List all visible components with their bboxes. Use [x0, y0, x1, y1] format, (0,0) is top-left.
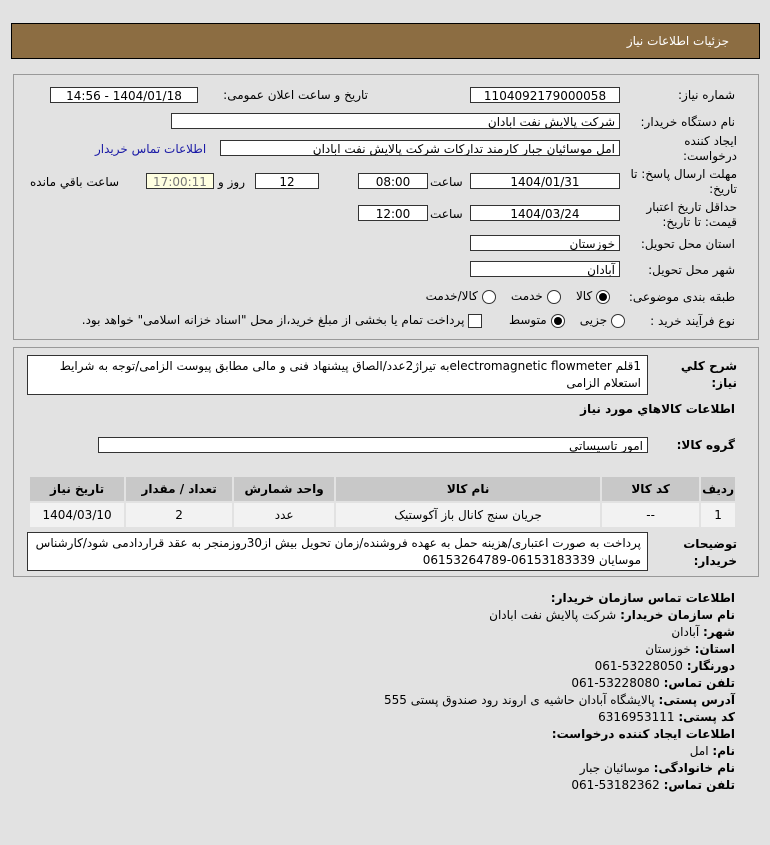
contact-row-city: شهر: آبادان	[671, 625, 735, 639]
contact-row-org: نام سازمان خریدار: شرکت پالایش نفت ابادا…	[489, 608, 735, 622]
days-label: روز و	[218, 175, 245, 189]
buyer-notes-field: پرداخت به صورت اعتباری/هزینه حمل به عهده…	[27, 532, 648, 571]
deadline-time-label: ساعت	[430, 175, 463, 189]
creator-info-title: اطلاعات ایجاد کننده درخواست:	[551, 727, 735, 741]
remaining-time-field: 17:00:11	[146, 173, 214, 189]
process-option-minor[interactable]: جزیی	[580, 313, 625, 328]
validity-label: حداقل تاریخ اعتبار قیمت: تا تاریخ:	[646, 200, 737, 229]
province-field[interactable]: خوزستان	[470, 235, 620, 251]
col-qty: تعداد / مقدار	[126, 477, 233, 501]
cell-date: 1404/03/10	[30, 503, 125, 527]
radio-checked-icon[interactable]	[550, 313, 565, 328]
goods-group-field: امور تاسیساتی	[98, 437, 648, 453]
cell-row: 1	[701, 503, 735, 527]
creator-row-name: نام: امل	[689, 744, 735, 758]
description-label: شرح کلي نياز:	[680, 359, 737, 390]
page-title: جزئیات اطلاعات نیاز	[626, 34, 729, 48]
radio-icon[interactable]	[611, 313, 625, 328]
province-label: استان محل تحویل:	[640, 237, 735, 251]
creator-row-family: نام خانوادگی: موسائیان جبار	[579, 761, 735, 775]
creator-row-phone: تلفن تماس: 53182362-061	[571, 778, 735, 792]
cell-qty: 2	[126, 503, 233, 527]
contact-title: اطلاعات تماس سازمان خریدار:	[550, 591, 735, 605]
goods-table: ردیف کد کالا نام کالا واحد شمارش تعداد /…	[28, 475, 737, 529]
buyer-contact-link[interactable]: اطلاعات تماس خریدار	[95, 142, 207, 156]
goods-group-label: گروه کالا:	[676, 438, 735, 452]
contact-row-phone: تلفن تماس: 53228080-061	[571, 676, 735, 690]
need-number-label: شماره نیاز:	[678, 88, 735, 102]
buyer-field[interactable]: شرکت پالایش نفت ابادان	[171, 113, 620, 129]
deadline-time-field[interactable]: 08:00	[358, 173, 428, 189]
col-name: نام کالا	[336, 477, 601, 501]
need-number-field[interactable]: 1104092179000058	[470, 87, 620, 103]
cell-code: --	[602, 503, 700, 527]
treasury-checkbox[interactable]: پرداخت تمام یا بخشی از مبلغ خرید،از محل …	[82, 313, 483, 328]
page-header: جزئیات اطلاعات نیاز	[11, 23, 760, 59]
creator-label: ایجاد کننده درخواست:	[683, 134, 737, 163]
radio-icon[interactable]	[481, 289, 496, 304]
category-option-goods[interactable]: کالا	[576, 289, 610, 304]
col-code: کد کالا	[602, 477, 700, 501]
process-label: نوع فرآیند خرید :	[650, 314, 735, 328]
description-field: 1قلم electromagnetic flowmeterبه تیراژ2ع…	[27, 355, 648, 395]
category-option-service[interactable]: خدمت	[511, 289, 561, 304]
contact-row-province: استان: خوزستان	[645, 642, 735, 656]
category-radio-group: کالا خدمت کالا/خدمت	[426, 289, 610, 304]
radio-checked-icon[interactable]	[596, 289, 610, 304]
col-row: ردیف	[701, 477, 735, 501]
col-date: تاریخ نیاز	[30, 477, 125, 501]
city-label: شهر محل تحویل:	[648, 263, 735, 277]
category-option-both[interactable]: کالا/خدمت	[426, 289, 496, 304]
goods-section-title: اطلاعات کالاهاي مورد نياز	[580, 402, 735, 416]
cell-unit: عدد	[234, 503, 335, 527]
category-label: طبقه بندی موضوعی:	[628, 290, 735, 304]
table-header-row: ردیف کد کالا نام کالا واحد شمارش تعداد /…	[30, 477, 735, 501]
validity-time-label: ساعت	[430, 207, 463, 221]
col-unit: واحد شمارش	[234, 477, 335, 501]
radio-icon[interactable]	[546, 289, 561, 304]
buyer-label: نام دستگاه خریدار:	[640, 115, 736, 129]
announce-label: تاریخ و ساعت اعلان عمومی:	[223, 88, 368, 102]
validity-time-field[interactable]: 12:00	[358, 205, 428, 221]
process-radio-group: جزیی متوسط پرداخت تمام یا بخشی از مبلغ خ…	[82, 313, 625, 328]
contact-row-address: آدرس پستی: پالایشگاه آبادان حاشیه ی ارون…	[384, 693, 735, 707]
cell-name: جریان سنج کانال باز آکوستیک	[336, 503, 601, 527]
buyer-notes-label: توضیحات خریدار:	[683, 537, 737, 568]
process-option-medium[interactable]: متوسط	[509, 313, 565, 328]
table-row: 1 -- جریان سنج کانال باز آکوستیک عدد 2 1…	[30, 503, 735, 527]
checkbox-icon[interactable]	[468, 313, 483, 328]
deadline-label: مهلت ارسال پاسخ: تا تاریخ:	[630, 167, 737, 196]
days-field: 12	[255, 173, 319, 189]
remaining-label: ساعت باقي مانده	[30, 175, 120, 189]
contact-row-fax: دورنگار: 53228050-061	[594, 659, 735, 673]
contact-row-postal: کد پستی: 6316953111	[598, 710, 735, 724]
validity-date-field[interactable]: 1404/03/24	[470, 205, 620, 221]
creator-field[interactable]: امل موسائیان جبار کارمند تدارکات شرکت پا…	[220, 140, 620, 156]
deadline-date-field[interactable]: 1404/01/31	[470, 173, 620, 189]
contact-section: اطلاعات تماس سازمان خریدار: نام سازمان خ…	[384, 590, 735, 794]
city-field[interactable]: آبادان	[470, 261, 620, 277]
announce-field[interactable]: 1404/01/18 - 14:56	[50, 87, 198, 103]
